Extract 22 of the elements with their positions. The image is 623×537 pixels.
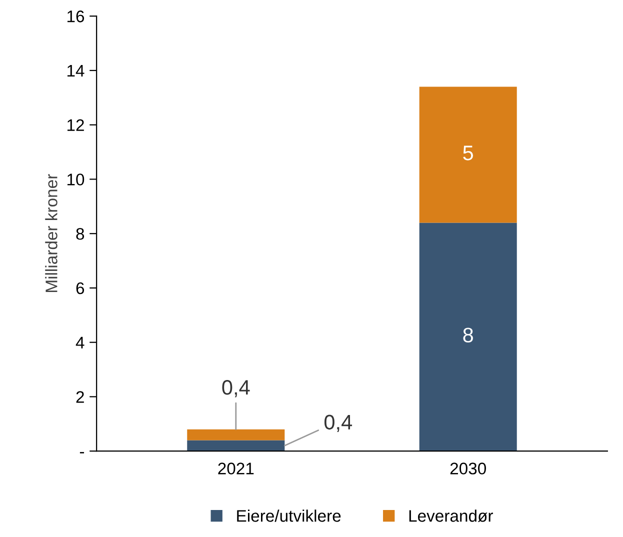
y-tick-label: 4 [76, 336, 84, 348]
data-label: 0,4 [324, 414, 352, 432]
y-tick-label: 6 [76, 282, 84, 294]
bar [187, 429, 285, 440]
data-label: 8 [463, 328, 473, 342]
y-tick-label: 12 [67, 119, 84, 131]
x-tick-label: 2021 [218, 462, 254, 474]
y-tick-label: 8 [76, 228, 84, 240]
y-tick-label: 10 [67, 174, 84, 186]
bar [187, 440, 285, 452]
data-label: 0,4 [222, 380, 250, 398]
legend-label: Eiere/utviklere [237, 510, 341, 522]
bar [419, 86, 517, 223]
y-tick-label: - [80, 452, 84, 454]
bar [419, 222, 517, 452]
y-tick-label: 2 [76, 391, 84, 403]
y-tick-label: 14 [67, 65, 84, 77]
y-axis-title: Milliarder kroner [45, 174, 58, 292]
y-tick-label: 16 [67, 10, 84, 22]
data-label: 5 [463, 146, 474, 160]
x-tick-label: 2030 [450, 462, 486, 474]
legend-label: Leverandør [409, 510, 493, 522]
